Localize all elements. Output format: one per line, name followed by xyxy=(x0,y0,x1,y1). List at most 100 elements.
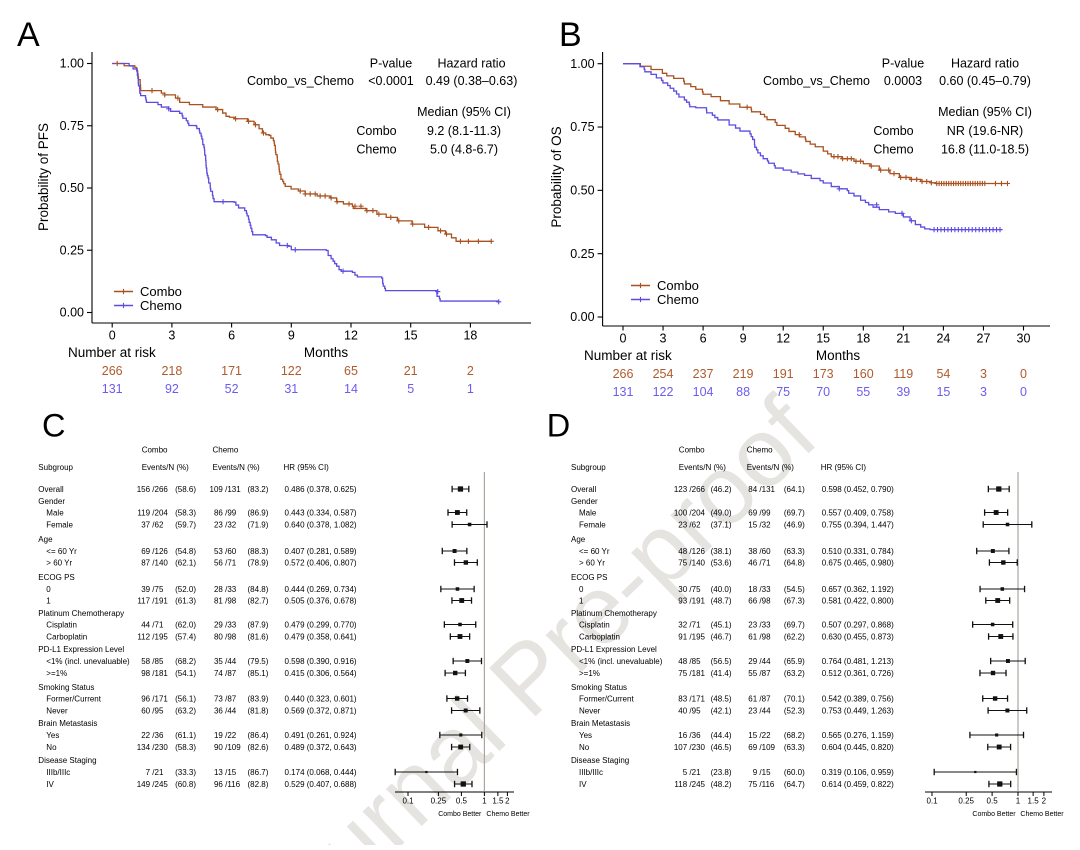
svg-text:/266: /266 xyxy=(689,485,705,494)
svg-text:0.640 (0.378, 1.082): 0.640 (0.378, 1.082) xyxy=(285,520,357,529)
svg-text:/44: /44 xyxy=(225,706,237,715)
svg-text:(83.2): (83.2) xyxy=(248,485,269,494)
svg-text:0.75: 0.75 xyxy=(60,119,84,133)
svg-text:0.529 (0.407, 0.688): 0.529 (0.407, 0.688) xyxy=(285,780,357,789)
svg-text:(64.1): (64.1) xyxy=(784,485,805,494)
svg-text:Platinum Chemotherapy: Platinum Chemotherapy xyxy=(571,609,657,618)
svg-text:118: 118 xyxy=(674,780,687,789)
svg-text:(40.0): (40.0) xyxy=(711,585,732,594)
svg-text:Subgroup: Subgroup xyxy=(38,463,73,472)
svg-text:0.572 (0.406, 0.807): 0.572 (0.406, 0.807) xyxy=(285,558,357,567)
svg-text:/191: /191 xyxy=(152,596,168,605)
svg-text:(68.2): (68.2) xyxy=(784,731,805,740)
svg-text:(70.1): (70.1) xyxy=(784,694,805,703)
svg-text:(64.8): (64.8) xyxy=(784,558,805,567)
svg-text:Combo: Combo xyxy=(142,445,168,454)
svg-text:/204: /204 xyxy=(689,508,705,517)
svg-text:0.512 (0.361, 0.726): 0.512 (0.361, 0.726) xyxy=(822,669,894,678)
svg-text:<1% (incl. unevaluable): <1% (incl. unevaluable) xyxy=(579,657,663,666)
svg-text:5: 5 xyxy=(407,382,414,396)
svg-text:/75: /75 xyxy=(152,585,164,594)
svg-text:80: 80 xyxy=(214,632,223,641)
svg-text:/98: /98 xyxy=(225,632,237,641)
svg-text:/95: /95 xyxy=(689,706,701,715)
svg-text:0.630 (0.455, 0.873): 0.630 (0.455, 0.873) xyxy=(822,632,894,641)
svg-text:<= 60 Yr: <= 60 Yr xyxy=(579,547,610,556)
svg-text:(46.2): (46.2) xyxy=(711,485,732,494)
svg-text:/75: /75 xyxy=(689,585,701,594)
svg-text:0.00: 0.00 xyxy=(570,310,594,324)
svg-text:Age: Age xyxy=(38,535,53,544)
svg-text:/15: /15 xyxy=(759,768,771,777)
svg-text:87: 87 xyxy=(141,558,150,567)
svg-text:(88.3): (88.3) xyxy=(248,547,269,556)
svg-text:(81.8): (81.8) xyxy=(248,706,269,715)
svg-text:48: 48 xyxy=(678,657,687,666)
svg-text:(45.1): (45.1) xyxy=(711,620,732,629)
svg-text:15: 15 xyxy=(748,520,757,529)
svg-text:3: 3 xyxy=(660,332,667,346)
svg-text:0.486 (0.378, 0.625): 0.486 (0.378, 0.625) xyxy=(285,485,357,494)
svg-text:/195: /195 xyxy=(689,632,705,641)
svg-text:(58.3): (58.3) xyxy=(175,743,196,752)
svg-text:0.5: 0.5 xyxy=(456,797,468,806)
svg-text:(38.1): (38.1) xyxy=(711,547,732,556)
svg-text:48: 48 xyxy=(678,547,687,556)
svg-text:(56.1): (56.1) xyxy=(175,694,196,703)
svg-text:Number at risk: Number at risk xyxy=(68,345,156,360)
svg-text:7: 7 xyxy=(146,768,151,777)
svg-text:Chemo: Chemo xyxy=(356,143,396,157)
svg-text:/195: /195 xyxy=(152,632,168,641)
svg-text:/245: /245 xyxy=(152,780,168,789)
svg-text:0.764 (0.481, 1.213): 0.764 (0.481, 1.213) xyxy=(822,657,894,666)
svg-text:Never: Never xyxy=(46,706,68,715)
svg-text:0.507 (0.297, 0.868): 0.507 (0.297, 0.868) xyxy=(822,620,894,629)
svg-text:D: D xyxy=(547,408,570,444)
svg-text:/22: /22 xyxy=(225,731,237,740)
svg-text:0.557 (0.409, 0.758): 0.557 (0.409, 0.758) xyxy=(822,508,894,517)
svg-text:(69.7): (69.7) xyxy=(784,620,805,629)
svg-text:1: 1 xyxy=(467,382,474,396)
svg-text:Number at risk: Number at risk xyxy=(584,348,672,363)
svg-text:HR (95% CI): HR (95% CI) xyxy=(284,463,330,472)
svg-text:Former/Current: Former/Current xyxy=(579,694,634,703)
svg-text:69: 69 xyxy=(141,547,150,556)
svg-text:/71: /71 xyxy=(152,620,164,629)
svg-text:(49.0): (49.0) xyxy=(711,508,732,517)
svg-text:58: 58 xyxy=(141,657,150,666)
svg-text:30: 30 xyxy=(678,585,687,594)
svg-text:/36: /36 xyxy=(152,731,164,740)
svg-text:Hazard ratio: Hazard ratio xyxy=(437,57,505,71)
svg-text:96: 96 xyxy=(141,694,150,703)
svg-text:Yes: Yes xyxy=(46,731,59,740)
svg-text:31: 31 xyxy=(284,382,298,396)
svg-text:A: A xyxy=(17,16,40,54)
svg-text:Gender: Gender xyxy=(38,497,65,506)
svg-text:Months: Months xyxy=(304,345,349,360)
svg-text:73: 73 xyxy=(214,694,223,703)
svg-text:36: 36 xyxy=(214,706,223,715)
svg-text:(56.5): (56.5) xyxy=(711,657,732,666)
svg-text:/99: /99 xyxy=(225,508,237,517)
svg-text:3: 3 xyxy=(980,367,987,381)
svg-text:0.75: 0.75 xyxy=(570,120,594,134)
svg-text:12: 12 xyxy=(344,329,358,343)
svg-text:/171: /171 xyxy=(689,694,705,703)
svg-text:/15: /15 xyxy=(225,768,237,777)
svg-text:0.319 (0.106, 0.959): 0.319 (0.106, 0.959) xyxy=(822,768,894,777)
svg-text:15: 15 xyxy=(404,329,418,343)
svg-text:9: 9 xyxy=(753,768,758,777)
svg-text:0.614 (0.459, 0.822): 0.614 (0.459, 0.822) xyxy=(822,780,894,789)
svg-text:/87: /87 xyxy=(759,694,771,703)
svg-text:Events/N (%): Events/N (%) xyxy=(213,463,260,472)
svg-text:/266: /266 xyxy=(152,485,168,494)
svg-text:Smoking Status: Smoking Status xyxy=(571,683,627,692)
svg-text:(54.8): (54.8) xyxy=(175,547,196,556)
svg-text:C: C xyxy=(42,408,65,444)
svg-text:Chemo: Chemo xyxy=(657,292,699,307)
svg-text:0.755 (0.394, 1.447): 0.755 (0.394, 1.447) xyxy=(822,520,894,529)
svg-text:(63.2): (63.2) xyxy=(784,669,805,678)
svg-text:/33: /33 xyxy=(759,585,771,594)
svg-text:Male: Male xyxy=(579,508,597,517)
svg-text:112: 112 xyxy=(137,632,150,641)
